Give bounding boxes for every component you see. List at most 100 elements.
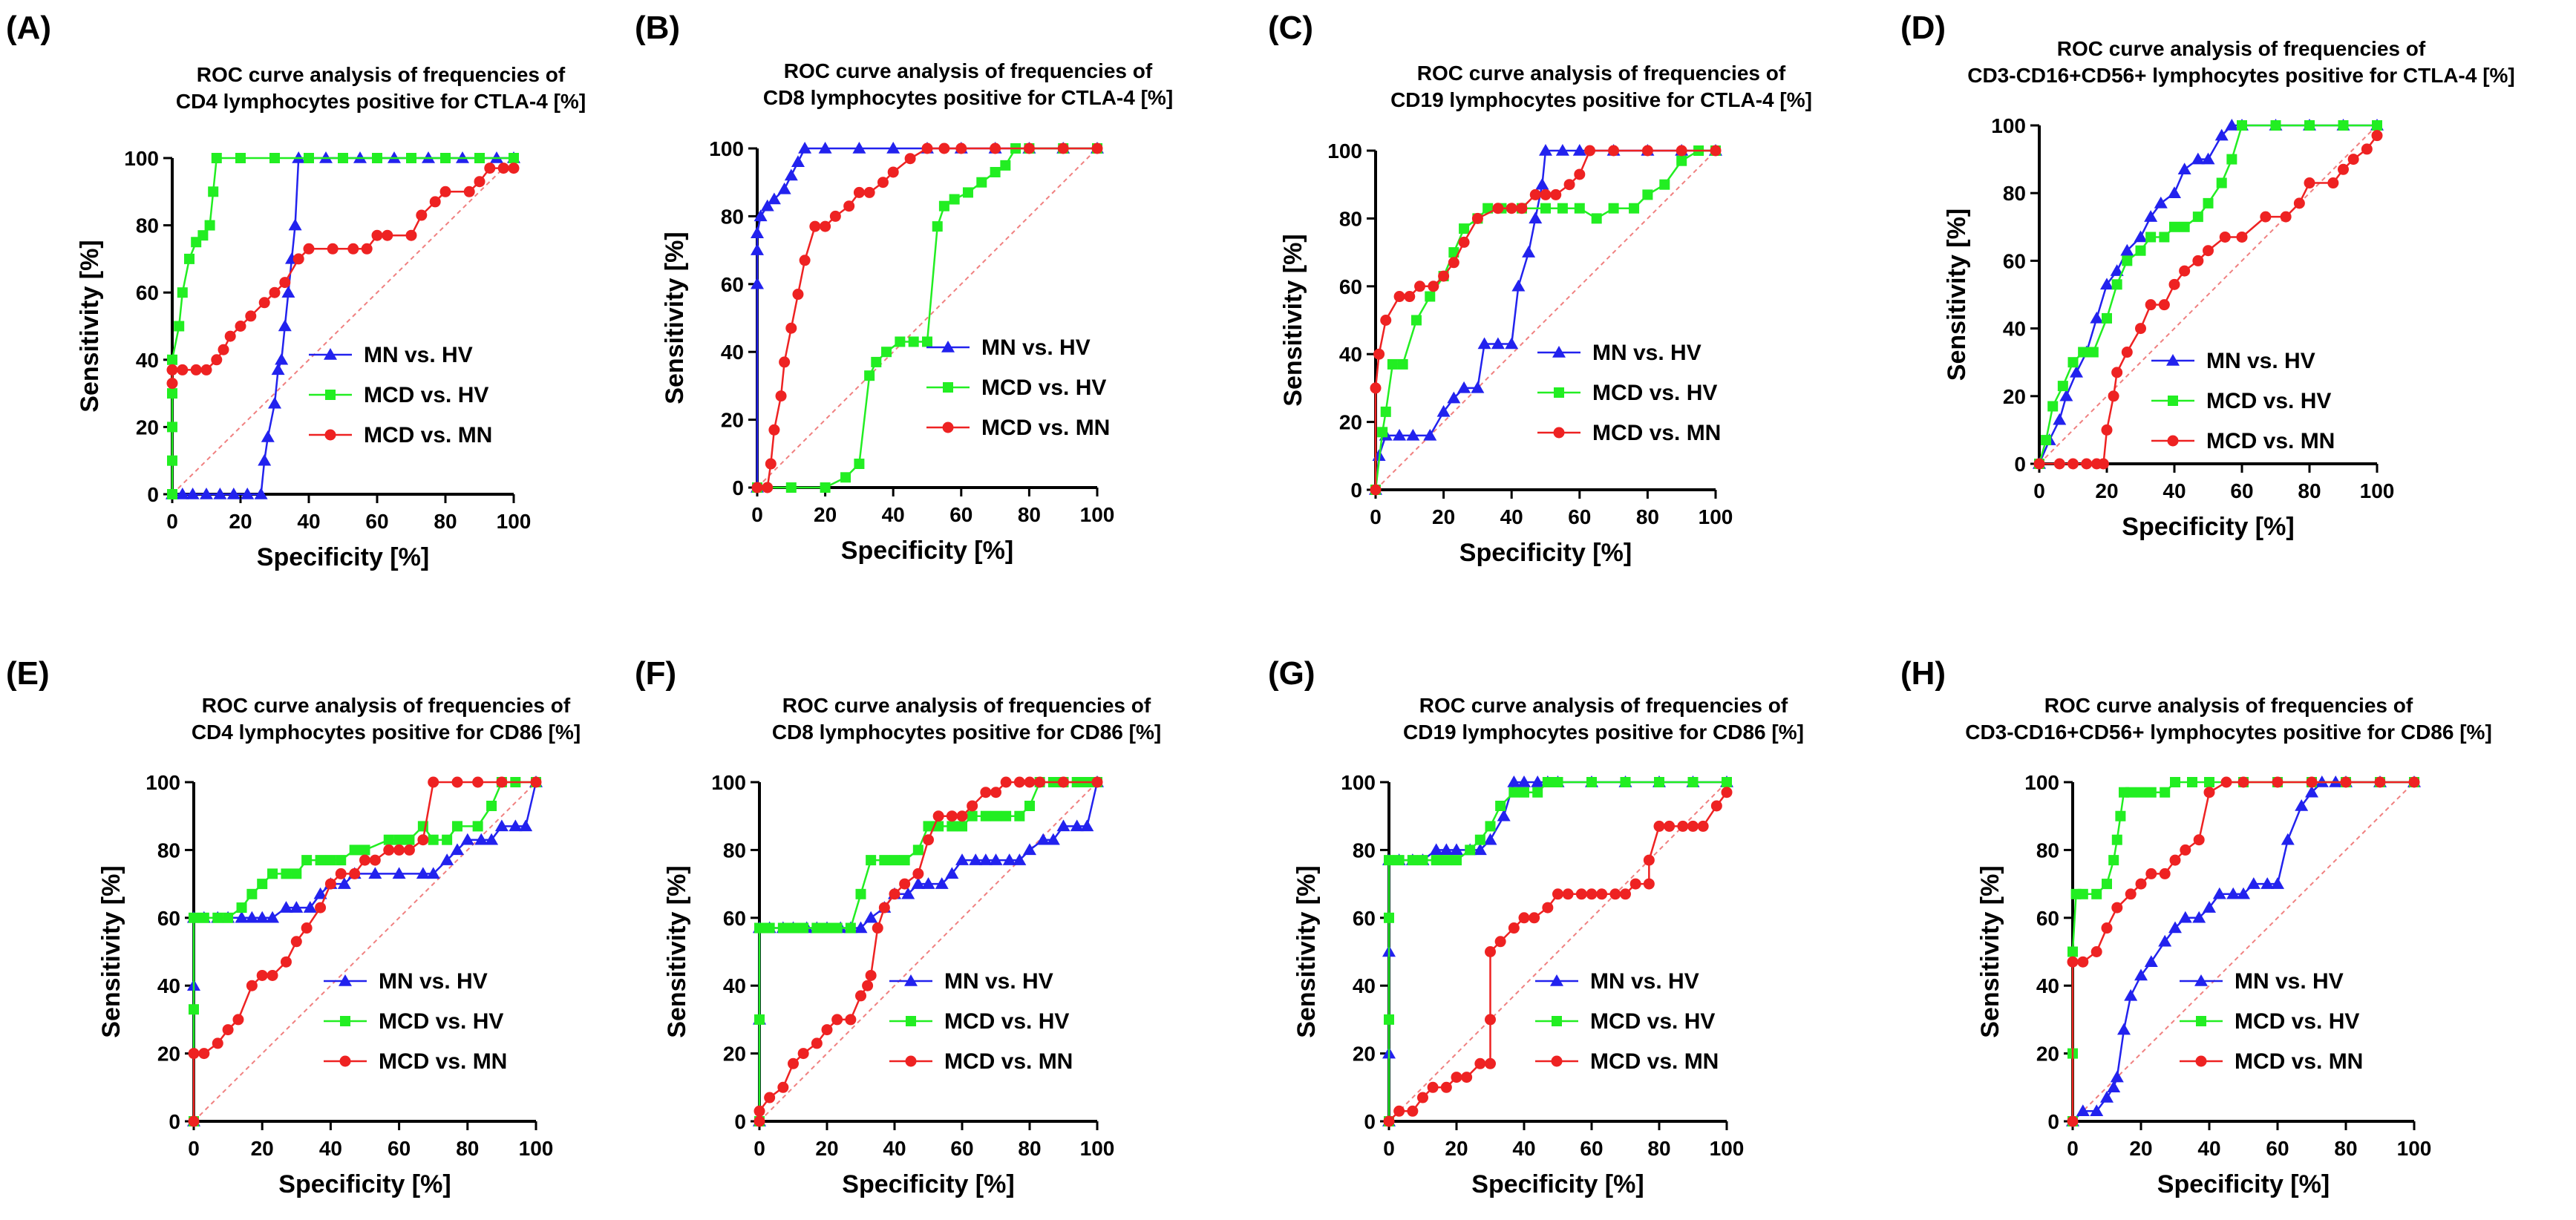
data-point [189, 912, 199, 923]
data-point [530, 776, 542, 788]
y-tick-label: 60 [1353, 907, 1376, 930]
x-tick-label: 0 [2067, 1137, 2079, 1160]
series-line [757, 147, 1097, 489]
data-point [303, 243, 315, 255]
y-tick-label: 20 [2036, 1043, 2059, 1066]
data-point [1497, 809, 1511, 821]
x-tick-label: 60 [949, 503, 972, 526]
data-point [484, 163, 496, 174]
data-point [198, 912, 209, 923]
data-point [1091, 142, 1103, 154]
data-point [760, 199, 774, 211]
data-point [327, 243, 339, 255]
data-point [855, 990, 866, 1002]
data-point [821, 1024, 833, 1036]
legend: MN vs. HV MCD vs. HV MCD vs. MN [926, 335, 1110, 440]
data-point [198, 1048, 210, 1060]
legend-swatch-marker [2196, 1016, 2206, 1026]
data-point [1417, 1092, 1428, 1103]
data-point [899, 855, 910, 866]
data-point [2361, 143, 2373, 155]
data-point [767, 192, 781, 205]
x-tick-label: 80 [1636, 505, 1659, 528]
data-point [1373, 348, 1385, 360]
legend-swatch-marker [1552, 346, 1566, 358]
legend-label: MN vs. HV [2235, 969, 2344, 994]
x-tick-label: 60 [2230, 479, 2253, 502]
data-point [245, 911, 259, 923]
data-point [2260, 877, 2275, 889]
chart-H: (H) ROC curve analysis of frequencies of C… [1900, 655, 2492, 1198]
data-point [854, 921, 868, 934]
data-point [291, 868, 302, 879]
data-point [2135, 245, 2146, 256]
data-point [174, 321, 185, 332]
data-point [1629, 878, 1641, 890]
series-mcd-vs-mn [188, 776, 542, 1127]
data-point [2124, 988, 2138, 1001]
data-point [1439, 843, 1454, 856]
legend-label: MN vs. HV [981, 335, 1091, 360]
data-point [947, 821, 958, 832]
x-tick-label: 20 [2095, 479, 2118, 502]
data-point [1451, 1072, 1462, 1083]
data-point [1485, 821, 1496, 832]
data-point [895, 336, 906, 347]
chart-B: (B) ROC curve analysis of frequencies of C… [635, 10, 1173, 565]
data-point [1494, 936, 1506, 948]
data-point [271, 363, 285, 375]
legend-swatch-marker [2168, 396, 2178, 406]
y-tick-label: 100 [1991, 114, 2026, 137]
data-point [428, 834, 439, 845]
y-tick-label: 0 [2047, 1110, 2059, 1133]
data-point [1495, 800, 1506, 811]
data-point [1687, 820, 1699, 832]
data-point [2219, 231, 2231, 243]
data-point [2374, 776, 2386, 788]
x-tick-label: 40 [297, 510, 320, 533]
legend-swatch-marker [905, 1055, 917, 1067]
data-point [1034, 776, 1046, 788]
data-point [1423, 428, 1437, 441]
data-point [820, 482, 831, 493]
x-tick-label: 20 [229, 510, 252, 533]
data-point [1540, 188, 1552, 200]
data-point [189, 1004, 199, 1015]
data-point [1056, 819, 1070, 832]
data-point [275, 352, 289, 365]
data-point [1586, 888, 1598, 900]
data-point [1643, 878, 1655, 890]
legend-swatch-marker [2194, 974, 2208, 986]
data-point [1436, 404, 1451, 417]
data-point [2192, 255, 2204, 266]
data-point [1013, 853, 1027, 865]
chart-title-line: ROC curve analysis of frequencies of [1419, 694, 1788, 717]
data-point [762, 482, 774, 493]
chart-title-line: ROC curve analysis of frequencies of [2057, 37, 2426, 60]
data-point [212, 1037, 223, 1049]
x-tick-label: 100 [519, 1137, 554, 1160]
data-point [406, 153, 416, 163]
y-tick-label: 20 [136, 416, 159, 439]
data-point [486, 800, 497, 811]
y-tick-label: 80 [1339, 207, 1362, 230]
data-point [1641, 145, 1653, 157]
data-point [371, 229, 383, 241]
data-point [315, 855, 326, 866]
data-point [976, 177, 987, 188]
data-point [508, 163, 520, 174]
data-point [1410, 315, 1422, 326]
data-point [1485, 1014, 1496, 1026]
data-point [2088, 347, 2099, 358]
data-point [765, 458, 777, 470]
data-point [485, 833, 499, 845]
data-point [764, 1092, 776, 1103]
data-point [177, 364, 189, 375]
data-point [1535, 177, 1549, 190]
series-mcd-vs-mn [2067, 776, 2420, 1127]
legend-label: MCD vs. MN [2206, 429, 2335, 453]
data-point [2280, 211, 2292, 223]
data-point [1458, 236, 1470, 248]
series-mcd-vs-mn [1383, 787, 1733, 1127]
data-point [1448, 257, 1459, 269]
